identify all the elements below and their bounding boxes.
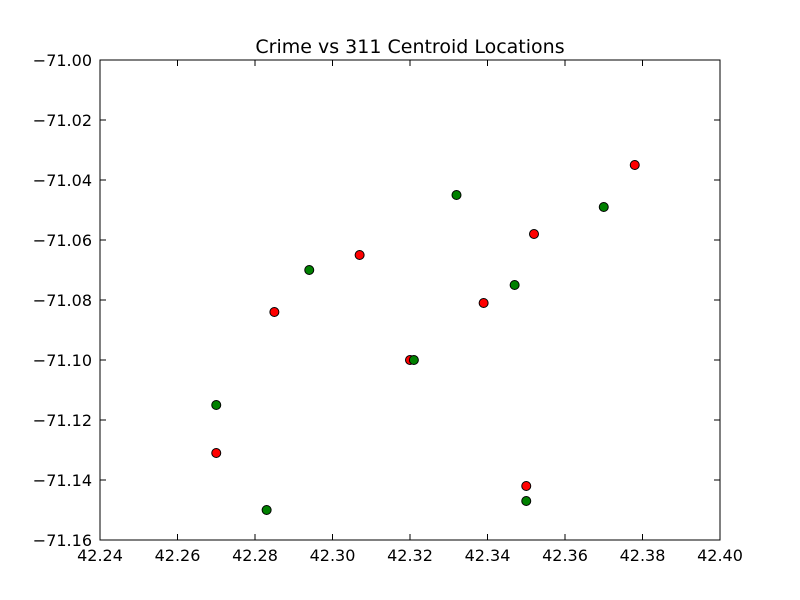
x-tick-label: 42.24	[77, 546, 123, 565]
y-tick-label: −71.14	[33, 471, 92, 490]
x-tick-label: 42.40	[697, 546, 743, 565]
311-centroid-point	[408, 355, 419, 365]
axis-tick-labels: 42.24 42.26 42.28 42.30 42.32 42.34 42.36 42.38…	[33, 51, 743, 565]
data-points	[211, 160, 640, 515]
311-centroid-point	[451, 190, 462, 200]
chart-title: Crime vs 311 Centroid Locations	[255, 36, 564, 58]
plot-area	[100, 60, 720, 540]
311-centroid-point	[521, 496, 532, 506]
x-tick-label: 42.28	[232, 546, 278, 565]
y-tick-label: −71.10	[33, 351, 92, 370]
x-tick-label: 42.36	[542, 546, 588, 565]
y-tick-label: −71.12	[33, 411, 92, 430]
crime-centroid-point	[211, 448, 222, 458]
y-tick-label: −71.16	[33, 531, 92, 550]
x-tick-label: 42.30	[310, 546, 356, 565]
y-tick-label: −71.08	[33, 291, 92, 310]
y-tick-label: −71.04	[33, 171, 92, 190]
x-tick-label: 42.34	[465, 546, 511, 565]
x-tick-label: 42.26	[155, 546, 201, 565]
crime-centroid-point	[521, 481, 532, 491]
x-tick-label: 42.38	[620, 546, 666, 565]
y-tick-label: −71.02	[33, 111, 92, 130]
y-tick-label: −71.06	[33, 231, 92, 250]
crime-centroid-point	[478, 298, 489, 308]
y-tick-label: −71.00	[33, 51, 92, 70]
311-centroid-point	[261, 505, 272, 515]
crime-centroid-point	[354, 250, 365, 260]
311-centroid-point	[509, 280, 520, 290]
crime-centroid-point	[529, 229, 539, 239]
311-centroid-point	[211, 400, 222, 410]
311-centroid-point	[304, 265, 315, 275]
x-tick-label: 42.32	[387, 546, 433, 565]
crime-centroid-point	[629, 160, 640, 170]
311-centroid-point	[598, 202, 609, 212]
crime-centroid-point	[269, 307, 280, 317]
plot-frame	[99, 59, 721, 541]
